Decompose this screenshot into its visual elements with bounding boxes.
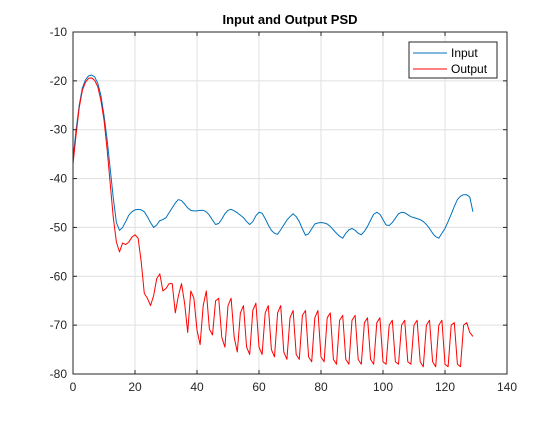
ticks: 0 20 40 60 80 100 120 140 -80 -70 -60 -50 -40 -30 -20 -…	[50, 25, 518, 394]
y-tick-label: -30	[50, 123, 68, 137]
legend: Input Output	[409, 42, 497, 78]
y-tick-label: -80	[50, 367, 68, 381]
x-tick-label: 80	[314, 380, 328, 394]
y-tick-label: -20	[50, 74, 68, 88]
x-tick-label: 0	[70, 380, 77, 394]
x-tick-label: 20	[128, 380, 142, 394]
series-line-input	[73, 75, 473, 238]
x-tick-label: 140	[497, 380, 517, 394]
y-tick-label: -60	[50, 269, 68, 283]
x-tick-label: 60	[252, 380, 266, 394]
series-layer	[73, 75, 473, 367]
y-tick-label: -40	[50, 172, 68, 186]
legend-label-output: Output	[451, 62, 488, 76]
y-tick-label: -10	[50, 25, 68, 39]
x-tick-label: 100	[373, 380, 393, 394]
y-tick-label: -70	[50, 318, 68, 332]
legend-label-input: Input	[451, 46, 478, 60]
chart-title: Input and Output PSD	[222, 12, 357, 27]
x-tick-label: 40	[190, 380, 204, 394]
x-tick-label: 120	[435, 380, 455, 394]
series-line-output	[73, 78, 473, 367]
y-tick-label: -50	[50, 220, 68, 234]
